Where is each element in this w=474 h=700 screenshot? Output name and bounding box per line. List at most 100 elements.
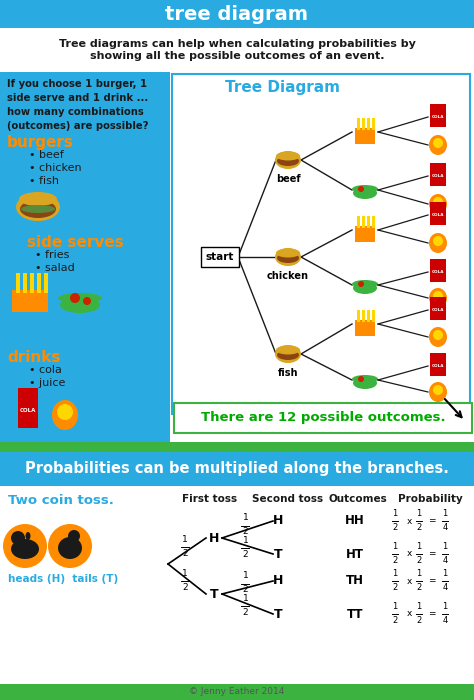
Ellipse shape: [353, 282, 377, 294]
Ellipse shape: [275, 345, 301, 363]
Text: x: x: [406, 550, 412, 559]
Ellipse shape: [277, 156, 299, 166]
Ellipse shape: [20, 200, 56, 218]
Text: • fries: • fries: [35, 250, 69, 260]
Text: 1: 1: [416, 542, 422, 551]
Bar: [367, 216, 370, 228]
Text: 4: 4: [442, 616, 447, 625]
Ellipse shape: [353, 377, 377, 389]
Text: 2: 2: [243, 528, 248, 536]
Bar: [357, 216, 360, 228]
Bar: [18, 388, 38, 394]
Circle shape: [68, 530, 80, 542]
Text: 1: 1: [243, 514, 248, 522]
Ellipse shape: [277, 350, 299, 360]
Text: COLA: COLA: [432, 213, 444, 217]
Bar: [355, 226, 375, 242]
Ellipse shape: [19, 192, 57, 206]
Bar: [12, 290, 48, 312]
Text: 1: 1: [442, 602, 447, 611]
Ellipse shape: [52, 400, 78, 430]
Ellipse shape: [429, 233, 447, 253]
Circle shape: [48, 524, 92, 568]
Text: =: =: [428, 577, 436, 585]
Circle shape: [83, 297, 91, 305]
Text: 1: 1: [182, 569, 188, 578]
Text: 1: 1: [442, 509, 447, 518]
Text: T: T: [273, 608, 283, 620]
Bar: [430, 353, 446, 358]
Circle shape: [433, 197, 443, 207]
Text: HH: HH: [345, 514, 365, 528]
Text: 1: 1: [182, 535, 188, 544]
Bar: [430, 205, 446, 225]
Ellipse shape: [276, 346, 300, 354]
Bar: [16, 273, 20, 293]
Text: 1: 1: [392, 542, 398, 551]
Circle shape: [433, 138, 443, 148]
Bar: [430, 262, 446, 282]
Circle shape: [358, 281, 364, 287]
Text: COLA: COLA: [20, 407, 36, 412]
Text: COLA: COLA: [432, 364, 444, 368]
Text: H: H: [209, 531, 219, 545]
Text: COLA: COLA: [432, 308, 444, 312]
FancyBboxPatch shape: [174, 403, 472, 433]
Bar: [357, 118, 360, 130]
Text: tree diagram: tree diagram: [165, 4, 309, 24]
Ellipse shape: [429, 382, 447, 402]
Bar: [18, 392, 38, 428]
Circle shape: [11, 531, 25, 545]
Bar: [372, 310, 375, 322]
Text: =: =: [428, 517, 436, 526]
Bar: [362, 118, 365, 130]
Bar: [430, 259, 446, 264]
Text: H: H: [273, 514, 283, 528]
Text: burgers: burgers: [7, 135, 74, 150]
Text: 1: 1: [392, 569, 398, 578]
Circle shape: [358, 376, 364, 382]
Text: start: start: [206, 252, 234, 262]
Ellipse shape: [429, 288, 447, 308]
Ellipse shape: [26, 532, 30, 540]
Bar: [372, 216, 375, 228]
Text: 1: 1: [416, 509, 422, 518]
Text: COLA: COLA: [432, 115, 444, 119]
Text: Probabilities can be multiplied along the branches.: Probabilities can be multiplied along th…: [25, 461, 449, 477]
Bar: [430, 356, 446, 376]
Bar: [367, 310, 370, 322]
Ellipse shape: [11, 539, 39, 559]
Bar: [0, 684, 474, 700]
Ellipse shape: [60, 297, 100, 313]
FancyBboxPatch shape: [172, 74, 470, 414]
Text: 1: 1: [243, 571, 248, 580]
Text: heads (H)  tails (T): heads (H) tails (T): [8, 574, 118, 584]
Text: 4: 4: [442, 523, 447, 532]
Text: T: T: [273, 547, 283, 561]
Ellipse shape: [429, 135, 447, 155]
Text: T: T: [210, 587, 219, 601]
Text: H: H: [273, 575, 283, 587]
Text: x: x: [406, 610, 412, 619]
Text: COLA: COLA: [432, 270, 444, 274]
Ellipse shape: [352, 375, 378, 383]
Text: TT: TT: [347, 608, 363, 620]
Text: Two coin toss.: Two coin toss.: [8, 494, 114, 507]
Ellipse shape: [277, 253, 299, 263]
Text: • chicken: • chicken: [29, 163, 82, 173]
Text: • fish: • fish: [29, 176, 59, 186]
Text: 2: 2: [392, 616, 398, 625]
Text: Outcomes: Outcomes: [328, 494, 387, 504]
Text: • salad: • salad: [35, 263, 75, 273]
Text: 2: 2: [416, 556, 422, 565]
Text: 1: 1: [392, 602, 398, 611]
Bar: [430, 107, 446, 127]
Text: 2: 2: [416, 616, 422, 625]
Text: drinks: drinks: [7, 350, 60, 365]
Text: • cola: • cola: [29, 365, 62, 375]
Text: First toss: First toss: [182, 494, 237, 504]
Bar: [430, 163, 446, 168]
Bar: [37, 273, 41, 293]
Text: 2: 2: [243, 550, 248, 559]
Text: 1: 1: [243, 594, 248, 603]
